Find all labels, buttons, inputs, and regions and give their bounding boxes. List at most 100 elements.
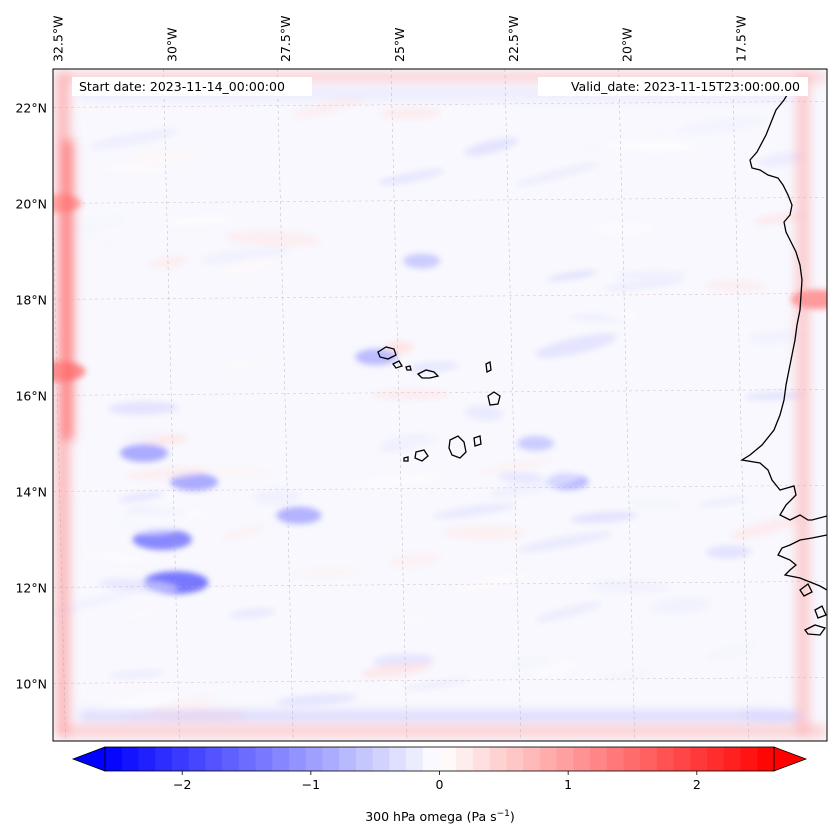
coast-west-africa [740, 89, 827, 521]
coast-cape-verde-santo-antao [377, 346, 397, 360]
y-tick-label: 12°N [15, 580, 47, 595]
x-tick-label: 32.5°W [51, 16, 66, 62]
colorbar-step [656, 747, 675, 771]
omega-feature-ascent-cell-3 [120, 444, 169, 462]
colorbar-step [339, 747, 357, 771]
y-tick-label: 16°N [15, 388, 47, 403]
omega-texture [403, 678, 468, 691]
colorbar-step [205, 747, 223, 771]
omega-texture [122, 431, 163, 445]
x-tick-label: 25°W [392, 27, 407, 62]
colorbar-step [723, 747, 742, 771]
colorbar-step [690, 747, 708, 771]
colorbar-step [322, 747, 340, 771]
omega-texture [225, 230, 320, 247]
y-tick-label: 14°N [15, 484, 47, 499]
omega-texture [385, 614, 441, 625]
omega-texture [98, 579, 179, 593]
omega-texture [547, 270, 598, 281]
omega-texture [453, 572, 528, 593]
colorbar-step [222, 747, 240, 771]
omega-texture [745, 391, 805, 401]
colorbar-step [288, 747, 307, 771]
colorbar-steps [105, 747, 775, 771]
coast-cape-verde-sao-vicente [392, 360, 403, 369]
colorbar: −2 −1 0 1 2 300 hPa omega (Pa s−1) [71, 746, 808, 824]
omega-texture [754, 213, 805, 225]
colorbar-step [406, 747, 424, 771]
gridline-lon [504, 69, 522, 741]
omega-texture [407, 361, 459, 373]
gridline-lon [276, 69, 294, 741]
omega-texture [108, 401, 179, 415]
colorbar-label-exp: −1 [497, 809, 510, 819]
colorbar-step [757, 747, 775, 771]
colorbar-ticks: −2 −1 0 1 2 [173, 771, 701, 792]
y-tick-labels: 22°N 20°N 18°N 16°N 14°N 12°N 10°N [15, 100, 47, 691]
colorbar-step [121, 747, 140, 771]
omega-texture [378, 168, 444, 185]
omega-texture [395, 435, 440, 449]
y-tick-label: 10°N [15, 676, 47, 691]
y-tick-label: 18°N [15, 292, 47, 307]
omega-texture [362, 662, 431, 678]
omega-texture [569, 314, 627, 322]
colorbar-tick-label: 1 [564, 777, 572, 792]
x-tick-label: 27.5°W [278, 16, 293, 62]
colorbar-step [389, 747, 407, 771]
south-boundary-descent [56, 725, 826, 737]
y-tick-label: 20°N [15, 196, 47, 211]
omega-texture [509, 657, 552, 670]
x-tick-label: 17.5°W [733, 16, 748, 62]
colorbar-tick-label: −1 [302, 777, 320, 792]
omega-texture [705, 280, 767, 291]
omega-texture [707, 643, 756, 660]
x-tick-label: 22.5°W [506, 16, 521, 62]
omega-texture [600, 671, 654, 680]
colorbar-step [707, 747, 725, 771]
colorbar-step [472, 747, 491, 771]
start-date-box [72, 77, 312, 96]
coast-cape-verde-sao-nicolau [416, 369, 440, 379]
north-boundary-ascent [80, 90, 795, 98]
omega-feature-ascent-band-north [403, 253, 441, 269]
omega-texture [433, 503, 516, 519]
omega-texture [254, 489, 300, 505]
gridline-lon [53, 203, 66, 741]
omega-texture [294, 568, 360, 577]
omega-texture [163, 215, 236, 226]
valid-date-box [538, 77, 808, 96]
colorbar-step [372, 747, 390, 771]
omega-texture [89, 129, 178, 149]
omega-texture [675, 116, 768, 135]
omega-texture [535, 333, 617, 358]
omega-texture [570, 511, 637, 524]
colorbar-step [556, 747, 574, 771]
coast-cape-verde-boa-vista [487, 391, 501, 406]
omega-texture [478, 458, 552, 475]
south-boundary-ascent [80, 712, 800, 720]
colorbar-step [623, 747, 641, 771]
coast-cape-verde-maio [473, 435, 482, 447]
omega-texture [518, 531, 613, 552]
coast-guinea-bissau [777, 534, 827, 591]
omega-feature-ascent-band-cape-verde [355, 348, 398, 366]
colorbar-step [673, 747, 691, 771]
omega-texture [219, 359, 263, 369]
omega-texture [388, 553, 440, 567]
omega-texture [66, 475, 161, 499]
colorbar-label-main: 300 hPa omega (Pa s [365, 809, 496, 824]
colorbar-step [606, 747, 625, 771]
omega-texture [293, 96, 364, 118]
colorbar-step [255, 747, 273, 771]
gridline-lon [390, 69, 408, 741]
coast-cape-verde-sal [485, 361, 492, 373]
colorbar-tick-label: 0 [436, 777, 444, 792]
omega-texture [650, 597, 712, 614]
colorbar-step [489, 747, 507, 771]
colorbar-step [305, 747, 324, 771]
coast-bijagos-3 [804, 624, 827, 636]
omega-texture [130, 148, 197, 164]
colorbar-step [439, 747, 457, 771]
